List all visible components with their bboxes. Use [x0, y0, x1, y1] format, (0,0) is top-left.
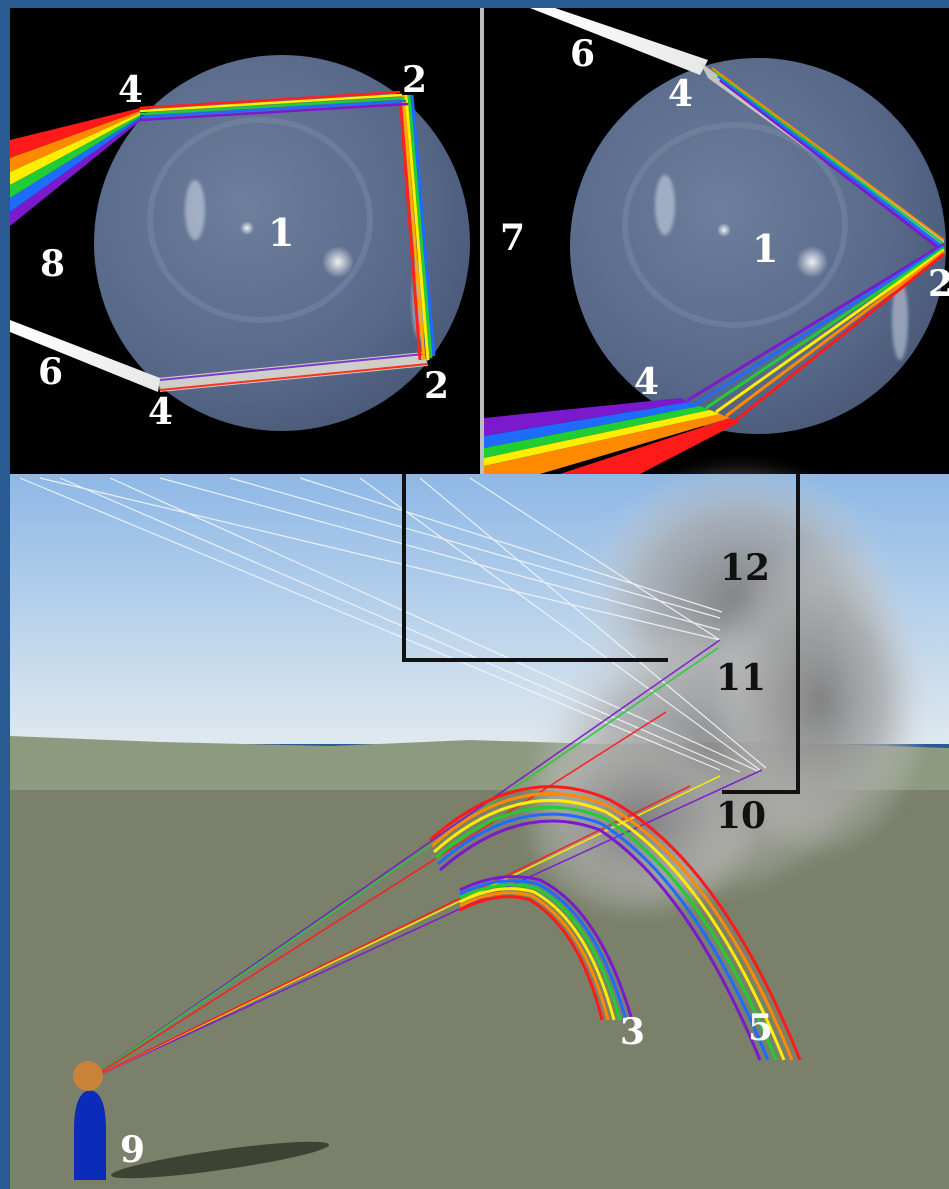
incoming-sun-rays — [19, 477, 767, 773]
label-exit-right-bottom: 4 — [634, 361, 659, 403]
right-sunlight-beam — [530, 8, 708, 75]
label-point-10: 10 — [716, 795, 766, 837]
observer-shadow — [111, 1141, 329, 1179]
label-observer: 9 — [120, 1129, 145, 1171]
label-reflect-a: 2 — [402, 59, 427, 101]
right-drop-panel: 1 2 4 4 6 7 — [484, 8, 949, 474]
label-entry-left-bottom: 4 — [148, 391, 173, 433]
left-water-drop — [94, 55, 470, 431]
left-exit-spectrum — [10, 108, 140, 226]
label-entry-right-top: 4 — [668, 73, 693, 115]
observer-head — [73, 1061, 103, 1091]
panel-divider — [480, 8, 484, 474]
left-inner-beam-top — [139, 90, 409, 122]
right-inner-beam-out — [687, 242, 945, 422]
left-drop-highlight-arc — [185, 180, 205, 240]
left-inner-beam-right — [398, 94, 436, 361]
right-drop-edge-glow — [892, 280, 908, 360]
left-drop-panel: 1 2 2 4 4 6 8 — [10, 8, 480, 474]
left-inner-beam-bottom-violet — [159, 353, 425, 381]
label-panel-left: 8 — [40, 243, 65, 285]
label-secondary-bow: 5 — [748, 1007, 773, 1049]
right-drop-ripple — [622, 122, 848, 328]
primary-rainbow-arc — [459, 875, 634, 1021]
landscape-scene: 3 5 9 10 11 12 — [10, 460, 949, 1189]
observer-body — [74, 1090, 106, 1180]
right-inner-beam-in — [700, 62, 945, 254]
left-sunlight-beam — [10, 320, 160, 392]
secondary-rainbow-arc — [429, 785, 802, 1061]
rain-cloud — [520, 460, 930, 920]
left-inner-beam-bottom-red — [159, 363, 429, 391]
label-drop-center-left: 1 — [268, 210, 294, 255]
right-drop-highlight-small — [717, 223, 731, 237]
rays-to-observer — [87, 639, 763, 1081]
left-drop-ripple — [147, 117, 373, 323]
right-drop-highlight-arc — [655, 175, 675, 235]
label-point-11: 11 — [716, 657, 766, 699]
label-sun-ray-right: 6 — [570, 33, 595, 75]
label-drop-center-right: 1 — [752, 226, 778, 271]
observer-figure — [73, 1061, 329, 1180]
label-point-12: 12 — [720, 547, 770, 589]
right-exit-spectrum — [484, 398, 740, 474]
right-drop-highlight-large — [796, 246, 828, 278]
label-primary-bow: 3 — [620, 1011, 645, 1053]
label-reflect-b: 2 — [424, 365, 449, 407]
label-entry-left-top: 4 — [118, 69, 143, 111]
callout-bracket-right — [722, 474, 800, 794]
left-inner-beam-bottom — [158, 352, 428, 392]
left-drop-highlight-small — [240, 221, 254, 235]
label-sun-ray-left: 6 — [38, 351, 63, 393]
callout-bracket — [402, 474, 668, 662]
label-reflect-c: 2 — [928, 263, 949, 305]
left-drop-highlight-large — [322, 246, 354, 278]
label-panel-right: 7 — [500, 217, 525, 259]
